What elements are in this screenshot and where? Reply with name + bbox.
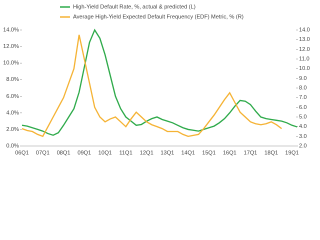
x-tick-label: 10Q1	[98, 150, 112, 156]
y-tick-label: 0.0%	[6, 143, 19, 149]
y2-tick-label: 13.0	[299, 37, 310, 43]
x-tick-label: 09Q1	[77, 150, 91, 156]
chart: 0.0% 2.0% 4.0% 6.0% 8.0% 10.0% 12.0% 14.0% 2.0 3.…	[3, 4, 310, 156]
y-tick-label: 10.0%	[3, 61, 19, 67]
x-tick-label: 17Q1	[244, 150, 258, 156]
y2-tick-label: 3.0	[299, 134, 307, 140]
x-tick-label: 18Q1	[264, 150, 278, 156]
y2-tick-label: 2.0	[299, 143, 307, 149]
x-tick-label: 08Q1	[57, 150, 71, 156]
x-tick-label: 14Q1	[181, 150, 195, 156]
x-tick-label: 07Q1	[36, 150, 50, 156]
x-tick-label: 13Q1	[161, 150, 175, 156]
x-tick-label: 15Q1	[202, 150, 216, 156]
x-tick-label: 16Q1	[223, 150, 237, 156]
y2-tick-label: 11.0	[299, 56, 309, 62]
y2-tick-label: 10.0	[299, 66, 310, 72]
y2-tick-label: 8.0	[299, 85, 307, 91]
x-tick-label: 06Q1	[15, 150, 29, 156]
y2-tick-label: 9.0	[299, 76, 307, 82]
y2-tick-label: 12.0	[299, 47, 310, 53]
y2-tick-label: 5.0	[299, 114, 307, 120]
y-tick-label: 6.0%	[6, 94, 19, 100]
x-tick-label: 12Q1	[140, 150, 154, 156]
y-tick-label: 14.0%	[3, 27, 19, 33]
y-tick-label: 8.0%	[6, 77, 19, 83]
legend-label: High-Yield Default Rate, %, actual & pre…	[73, 4, 196, 10]
y-tick-label: 2.0%	[6, 127, 19, 133]
y2-tick-label: 7.0	[299, 95, 307, 101]
series-line	[21, 34, 283, 138]
y-tick-label: 4.0%	[6, 110, 19, 116]
y2-tick-label: 6.0	[299, 105, 307, 111]
legend-label: Average High-Yield Expected Default Freq…	[73, 14, 244, 20]
page: {"chart_data": {"type": "line", "categor…	[3, 4, 310, 157]
y-tick-label: 12.0%	[3, 44, 19, 50]
y2-tick-label: 14.0	[299, 27, 310, 33]
series-line	[21, 28, 298, 136]
y2-tick-label: 4.0	[299, 124, 307, 130]
x-tick-label: 19Q1	[285, 150, 299, 156]
x-tick-label: 11Q1	[119, 150, 132, 156]
